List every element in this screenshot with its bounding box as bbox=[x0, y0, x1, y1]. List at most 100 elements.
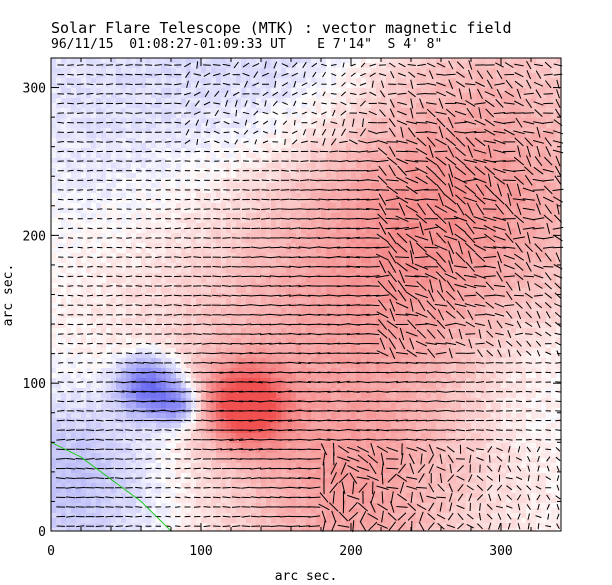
heatmap-cell bbox=[161, 128, 166, 133]
heatmap-cell bbox=[301, 248, 306, 253]
heatmap-cell bbox=[251, 148, 256, 153]
heatmap-cell bbox=[51, 58, 56, 63]
heatmap-cell bbox=[86, 228, 91, 233]
heatmap-cell bbox=[171, 118, 176, 123]
heatmap-cell bbox=[426, 278, 431, 283]
heatmap-cell bbox=[396, 238, 401, 243]
heatmap-cell bbox=[286, 268, 291, 273]
heatmap-cell bbox=[256, 93, 261, 98]
heatmap-cell bbox=[536, 218, 541, 223]
heatmap-cell bbox=[301, 223, 306, 228]
heatmap-cell bbox=[466, 188, 471, 193]
heatmap-cell bbox=[366, 203, 371, 208]
heatmap-cell bbox=[106, 103, 111, 108]
heatmap-cell bbox=[51, 108, 56, 113]
heatmap-cell bbox=[216, 268, 221, 273]
heatmap-cell bbox=[361, 278, 366, 283]
heatmap-cell bbox=[341, 113, 346, 118]
heatmap-cell bbox=[236, 223, 241, 228]
heatmap-cell bbox=[476, 153, 481, 158]
heatmap-cell bbox=[436, 188, 441, 193]
heatmap-cell bbox=[501, 243, 506, 248]
heatmap-cell bbox=[366, 268, 371, 273]
heatmap-cell bbox=[246, 208, 251, 213]
heatmap-cell bbox=[386, 173, 391, 178]
heatmap-cell bbox=[321, 58, 326, 63]
heatmap-cell bbox=[411, 98, 416, 103]
heatmap-cell bbox=[161, 188, 166, 193]
heatmap-cell bbox=[76, 223, 81, 228]
heatmap-cell bbox=[326, 223, 331, 228]
heatmap-cell bbox=[231, 73, 236, 78]
heatmap-cell bbox=[401, 273, 406, 278]
heatmap-cell bbox=[61, 138, 66, 143]
heatmap-cell bbox=[491, 183, 496, 188]
heatmap-cell bbox=[326, 173, 331, 178]
heatmap-cell bbox=[551, 113, 556, 118]
heatmap-cell bbox=[121, 183, 126, 188]
heatmap-cell bbox=[486, 298, 491, 303]
heatmap-cell bbox=[221, 78, 226, 83]
heatmap-cell bbox=[406, 168, 411, 173]
heatmap-cell bbox=[351, 258, 356, 263]
heatmap-cell bbox=[66, 123, 71, 128]
heatmap-cell bbox=[191, 98, 196, 103]
heatmap-cell bbox=[141, 243, 146, 248]
heatmap-cell bbox=[356, 203, 361, 208]
heatmap-cell bbox=[531, 103, 536, 108]
heatmap-cell bbox=[316, 268, 321, 273]
heatmap-cell bbox=[326, 238, 331, 243]
heatmap-cell bbox=[376, 123, 381, 128]
heatmap-cell bbox=[391, 223, 396, 228]
heatmap-cell bbox=[461, 138, 466, 143]
heatmap-cell bbox=[441, 98, 446, 103]
heatmap-cell bbox=[451, 178, 456, 183]
heatmap-cell bbox=[106, 298, 111, 303]
heatmap-cell bbox=[481, 213, 486, 218]
heatmap-cell bbox=[446, 268, 451, 273]
heatmap-cell bbox=[116, 208, 121, 213]
heatmap-cell bbox=[226, 243, 231, 248]
heatmap-cell bbox=[496, 198, 501, 203]
heatmap-cell bbox=[281, 128, 286, 133]
heatmap-cell bbox=[341, 188, 346, 193]
heatmap-cell bbox=[376, 283, 381, 288]
heatmap-cell bbox=[236, 138, 241, 143]
heatmap-cell bbox=[406, 203, 411, 208]
heatmap-cell bbox=[331, 123, 336, 128]
heatmap-cell bbox=[76, 238, 81, 243]
heatmap-cell bbox=[511, 78, 516, 83]
heatmap-cell bbox=[86, 98, 91, 103]
heatmap-cell bbox=[146, 143, 151, 148]
heatmap-cell bbox=[271, 233, 276, 238]
heatmap-cell bbox=[541, 218, 546, 223]
heatmap-cell bbox=[121, 288, 126, 293]
heatmap-cell bbox=[521, 213, 526, 218]
heatmap-cell bbox=[551, 243, 556, 248]
heatmap-cell bbox=[401, 193, 406, 198]
heatmap-cell bbox=[151, 93, 156, 98]
heatmap-cell bbox=[406, 58, 411, 63]
heatmap-cell bbox=[151, 68, 156, 73]
heatmap-cell bbox=[556, 128, 561, 133]
heatmap-cell bbox=[331, 248, 336, 253]
heatmap-cell bbox=[526, 128, 531, 133]
heatmap-cell bbox=[221, 98, 226, 103]
heatmap-cell bbox=[136, 68, 141, 73]
heatmap-cell bbox=[106, 148, 111, 153]
heatmap-cell bbox=[71, 228, 76, 233]
heatmap-cell bbox=[121, 143, 126, 148]
heatmap-cell bbox=[396, 258, 401, 263]
heatmap-cell bbox=[486, 183, 491, 188]
heatmap-cell bbox=[451, 128, 456, 133]
heatmap-cell bbox=[201, 68, 206, 73]
heatmap-cell bbox=[446, 218, 451, 223]
heatmap-cell bbox=[456, 223, 461, 228]
heatmap-cell bbox=[381, 183, 386, 188]
heatmap-cell bbox=[216, 83, 221, 88]
heatmap-cell bbox=[241, 98, 246, 103]
heatmap-cell bbox=[126, 208, 131, 213]
heatmap-cell bbox=[466, 123, 471, 128]
heatmap-cell bbox=[266, 118, 271, 123]
heatmap-cell bbox=[56, 173, 61, 178]
